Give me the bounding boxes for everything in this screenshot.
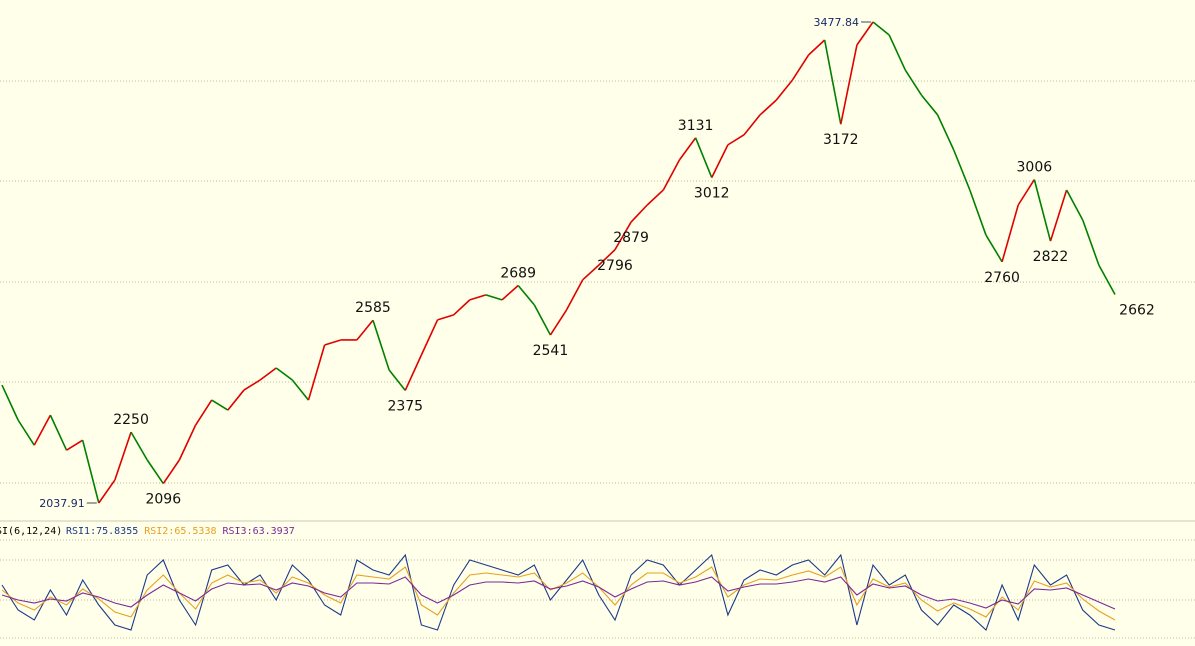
price-segment xyxy=(1081,219,1100,266)
price-segment xyxy=(33,414,52,446)
price-segment xyxy=(969,189,987,236)
annotation: 2760 xyxy=(984,270,1020,286)
price-segment xyxy=(1033,179,1052,242)
price-segment xyxy=(565,279,584,311)
price-segment xyxy=(711,144,729,178)
rsi-line xyxy=(1,566,1116,621)
price-segment xyxy=(388,369,406,391)
price-segment xyxy=(872,21,890,36)
price-segment xyxy=(533,304,552,336)
price-segment xyxy=(1001,204,1019,263)
price-segment xyxy=(275,367,293,381)
annotation: 2037.91 xyxy=(39,497,85,510)
price-segment xyxy=(517,284,535,306)
legend-entry: RSI3:63.3937 xyxy=(223,526,295,537)
price-segment xyxy=(823,39,842,125)
annotation: 3131 xyxy=(678,118,714,134)
price-segment xyxy=(469,294,487,301)
price-segment xyxy=(324,339,341,346)
price-segment xyxy=(598,249,616,266)
annotation: 2796 xyxy=(597,258,633,274)
price-segment xyxy=(807,39,826,56)
price-segment xyxy=(920,94,939,116)
annotation: 2541 xyxy=(533,343,569,359)
price-segment xyxy=(453,299,471,316)
legend-entry: RSI1:75.8355 xyxy=(66,526,138,537)
price-segment xyxy=(146,459,164,485)
price-segment xyxy=(81,439,100,504)
rsi-grid xyxy=(0,539,1195,639)
rsi-line xyxy=(1,576,1116,610)
price-segment xyxy=(888,34,907,71)
price-segment xyxy=(291,379,310,401)
price-segment xyxy=(372,320,390,371)
annotation: 3012 xyxy=(694,186,730,202)
price-segment xyxy=(437,314,454,321)
price-segment xyxy=(1,384,19,421)
rsi-line xyxy=(1,553,1116,631)
price-segment xyxy=(66,439,84,451)
price-segment xyxy=(1017,179,1036,206)
price-segment xyxy=(1065,189,1084,221)
price-segment xyxy=(582,264,600,281)
annotation: 2375 xyxy=(387,398,423,414)
price-segment xyxy=(936,114,955,151)
annotation: 3006 xyxy=(1017,160,1053,176)
price-segment xyxy=(839,44,858,125)
price-segment xyxy=(259,367,277,381)
annotation: 3172 xyxy=(823,132,859,148)
annotation: 2250 xyxy=(113,412,149,428)
price-segment xyxy=(952,149,971,191)
price-segment xyxy=(1049,189,1068,242)
price-segment xyxy=(743,114,761,136)
price-segment xyxy=(194,399,213,426)
price-segment xyxy=(404,354,423,391)
price-segment xyxy=(678,137,697,161)
price-segment xyxy=(662,159,681,191)
price-segment xyxy=(485,294,503,301)
price-segment xyxy=(114,431,132,481)
price-segment xyxy=(1098,264,1116,295)
price-segment xyxy=(162,459,181,485)
price-segment xyxy=(243,379,261,391)
annotation: 2096 xyxy=(145,492,181,508)
price-segment xyxy=(614,221,632,251)
price-segment xyxy=(694,137,713,178)
price-segment xyxy=(727,134,745,146)
price-segment xyxy=(227,389,245,411)
price-segment xyxy=(130,431,148,461)
price-segment xyxy=(985,234,1003,263)
price-segment xyxy=(98,479,116,504)
annotation: 2879 xyxy=(613,230,649,246)
annotation: 2585 xyxy=(355,300,391,316)
price-segment xyxy=(775,79,794,101)
annotation: 3477.84 xyxy=(814,16,860,29)
price-segment xyxy=(646,189,664,206)
price-segment xyxy=(904,69,923,96)
price-segment xyxy=(307,344,326,401)
price-segment xyxy=(630,204,648,223)
price-segment xyxy=(356,319,374,341)
annotation: 2822 xyxy=(1033,249,1069,265)
price-segment xyxy=(549,309,568,336)
price-segment xyxy=(791,54,810,81)
rsi-legend: RSI(6,12,24) RSI1:75.8355 RSI2:65.5338 RSI… xyxy=(0,526,295,537)
legend-entry: RSI2:65.5338 xyxy=(144,526,216,537)
price-segment xyxy=(759,99,777,116)
price-grid xyxy=(0,80,1195,484)
price-segment xyxy=(17,419,35,446)
price-segment xyxy=(420,319,439,356)
price-segment xyxy=(211,399,229,411)
annotation: 2689 xyxy=(500,266,536,282)
price-segment xyxy=(856,21,874,46)
price-segment xyxy=(49,414,68,451)
annotation: 2662 xyxy=(1119,303,1155,319)
price-segment xyxy=(501,284,519,301)
rsi-title: RSI(6,12,24) xyxy=(0,526,62,537)
price-segment xyxy=(178,424,197,461)
